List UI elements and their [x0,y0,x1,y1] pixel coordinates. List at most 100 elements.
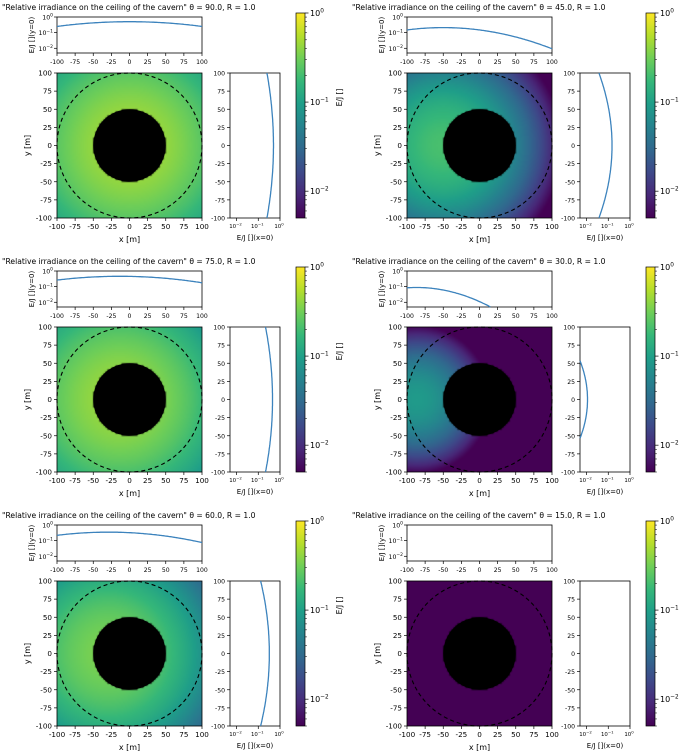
x-tick-label: 50 [161,222,171,231]
x-tick-label: 75 [529,476,538,485]
top-x-tick-label: 100 [196,567,208,574]
top-y-tick-label: 10−2 [39,552,54,561]
panel-theta-75: "Relative irradiance on the ceiling of t… [2,257,344,498]
top-x-tick-label: 0 [478,567,482,574]
right-y-tick-label: 100 [213,325,225,332]
x-tick-label: -75 [69,730,81,739]
x-axis-label: x [m] [469,743,490,751]
colorbar-label: E/J [] [335,89,344,107]
y-tick-label: 25 [43,631,52,640]
right-y-tick-label: 25 [217,633,225,640]
top-profile-line [406,26,553,50]
right-x-axis-label: E/J [](x=0) [237,488,274,496]
top-y-axis-label: E/J [](y=0) [378,271,386,308]
x-axis-label: x [m] [119,489,140,498]
x-tick-label: -100 [399,476,416,485]
right-profile-line [598,72,613,219]
top-y-tick-label: 10−1 [389,536,404,545]
right-x-axis-label: E/J [](x=0) [587,234,624,242]
colorbar [645,520,656,727]
x-tick-label: 75 [179,476,188,485]
y-tick-label: -75 [390,449,402,458]
right-y-tick-label: 75 [217,89,225,96]
y-tick-label: -25 [40,413,52,422]
colorbar-tick-label: 10−1 [310,351,329,361]
top-x-tick-label: -25 [456,59,466,66]
shadow-disk [443,109,516,182]
x-tick-label: 0 [477,222,482,231]
top-x-tick-label: -100 [400,567,414,574]
x-tick-label: -50 [87,730,99,739]
y-tick-label: -50 [40,685,52,694]
top-x-tick-label: -75 [70,313,80,320]
y-tick-label: 75 [43,341,52,350]
right-y-tick-label: 25 [217,379,225,386]
x-tick-label: -75 [419,730,431,739]
y-tick-label: 0 [47,649,52,658]
x-tick-label: -75 [69,476,81,485]
y-tick-label: 75 [393,595,402,604]
x-tick-label: -25 [456,222,468,231]
colorbar-tick-label: 10−2 [660,187,679,197]
colorbar-tick-label: 100 [660,8,674,18]
y-tick-label: 0 [47,395,52,404]
colorbar [645,266,656,473]
y-tick-label: -75 [40,195,52,204]
right-y-tick-label: 0 [571,651,575,658]
right-y-tick-label: -75 [565,705,575,712]
y-tick-label: 50 [43,359,53,368]
y-tick-label: 50 [393,613,403,622]
x-tick-label: 25 [143,730,152,739]
top-y-axis-label: E/J [](y=0) [378,525,386,562]
right-x-tick-label: 100 [274,476,284,484]
right-y-tick-label: -75 [215,197,225,204]
y-axis-label: y [m] [23,135,32,156]
top-y-tick-label: 10−2 [389,552,404,561]
right-x-tick-label: 10−2 [229,222,242,230]
right-profile-frame [579,326,631,473]
x-tick-label: 25 [493,222,502,231]
y-tick-label: 25 [393,377,402,386]
y-tick-label: 100 [388,577,402,586]
top-x-tick-label: -50 [88,567,98,574]
y-tick-label: -25 [390,667,402,676]
right-y-tick-label: -100 [211,724,225,731]
top-y-tick-label: 10−1 [39,282,54,291]
y-tick-label: -50 [390,431,402,440]
y-axis-label: y [m] [373,643,382,664]
top-profile-frame [56,524,203,562]
right-x-tick-label: 10−2 [229,476,242,484]
right-y-tick-label: 75 [567,89,575,96]
right-x-tick-label: 10−2 [579,730,592,738]
right-x-tick-label: 100 [624,730,634,738]
top-x-tick-label: 75 [180,567,188,574]
x-tick-label: 100 [545,730,559,739]
right-profile-frame [229,72,281,219]
colorbar-tick-label: 10−2 [660,695,679,705]
top-x-tick-label: -50 [438,313,448,320]
right-x-tick-label: 10−1 [251,222,264,230]
top-y-axis-label: E/J [](y=0) [378,17,386,54]
y-tick-label: -75 [40,703,52,712]
right-profile-frame [579,580,631,727]
x-tick-label: 100 [545,222,559,231]
y-tick-label: 25 [393,123,402,132]
top-y-tick-label: 10−1 [39,536,54,545]
y-tick-label: 50 [43,613,53,622]
y-tick-label: -75 [390,195,402,204]
top-x-tick-label: -75 [420,59,430,66]
x-tick-label: -75 [419,222,431,231]
y-tick-label: -50 [40,177,52,186]
right-x-tick-label: 100 [274,730,284,738]
top-x-tick-label: 75 [530,59,538,66]
right-y-tick-label: 50 [217,107,225,114]
right-y-tick-label: 100 [213,71,225,78]
right-y-tick-label: 75 [217,597,225,604]
colorbar-label: E/J [] [335,597,344,615]
top-x-tick-label: 50 [162,313,170,320]
top-y-tick-label: 100 [42,521,53,530]
right-y-tick-label: 50 [217,361,225,368]
top-y-tick-label: 10−2 [389,298,404,307]
y-tick-label: -100 [36,468,53,477]
